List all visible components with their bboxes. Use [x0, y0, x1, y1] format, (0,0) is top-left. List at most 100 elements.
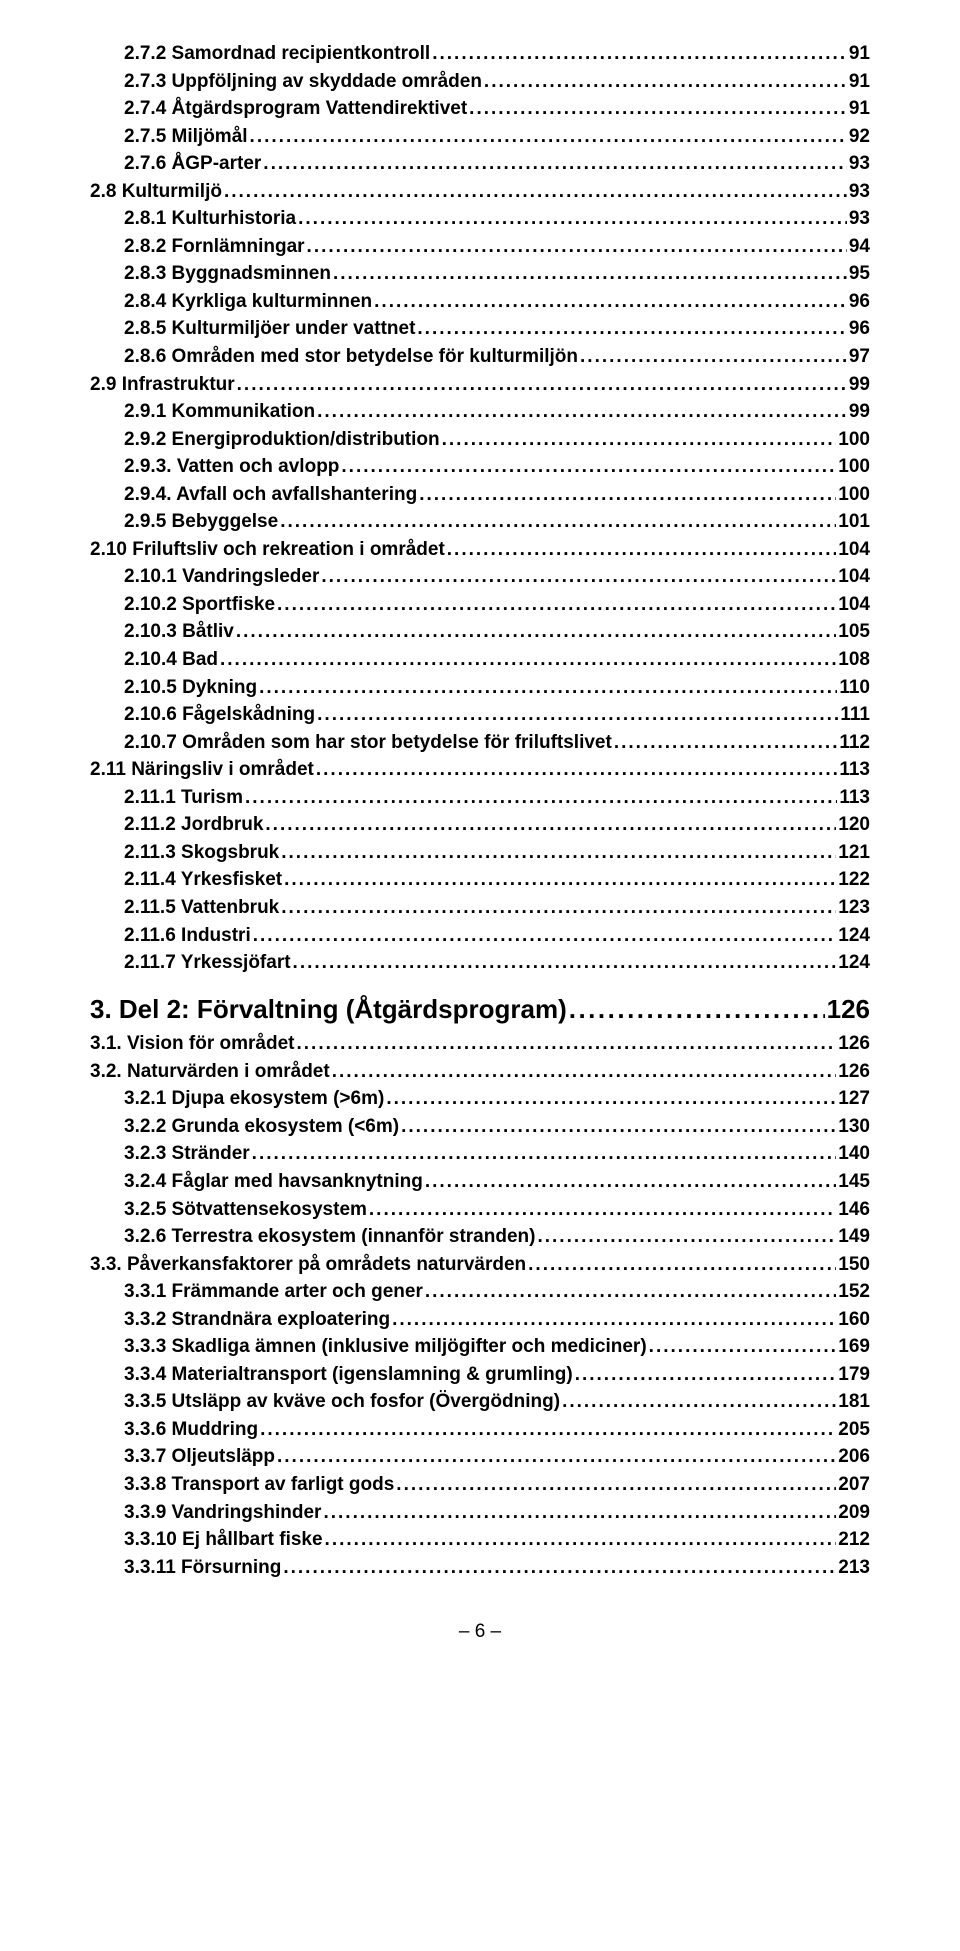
- toc-entry: 2.8.4 Kyrkliga kulturminnen 96: [90, 288, 870, 316]
- toc-entry-label: 3.3.3 Skadliga ämnen (inklusive miljögif…: [124, 1333, 647, 1361]
- toc-entry-label: 3.3.11 Försurning: [124, 1554, 281, 1582]
- toc-leader-dots: [321, 563, 836, 591]
- toc-entry-page: 104: [838, 591, 870, 619]
- toc-entry-label: 2.11.3 Skogsbruk: [124, 839, 279, 867]
- toc-leader-dots: [280, 508, 836, 536]
- toc-entry-page: 152: [838, 1278, 870, 1306]
- toc-leader-dots: [469, 95, 847, 123]
- toc-entry: 2.9 Infrastruktur99: [90, 371, 870, 399]
- toc-entry-label: 3.2. Naturvärden i området: [90, 1058, 330, 1086]
- toc-entry-page: 112: [839, 729, 870, 757]
- toc-entry-page: 101: [838, 508, 870, 536]
- toc-entry-page: 100: [838, 453, 870, 481]
- toc-leader-dots: [442, 426, 837, 454]
- toc-entry: 2.11.7 Yrkessjöfart124: [90, 949, 870, 977]
- toc-leader-dots: [562, 1388, 836, 1416]
- toc-entry-page: 105: [838, 618, 870, 646]
- toc-entry: 2.9.1 Kommunikation 99: [90, 398, 870, 426]
- toc-entry: 2.8.6 Områden med stor betydelse för kul…: [90, 343, 870, 371]
- toc-entry-label: 3.3.6 Muddring: [124, 1416, 258, 1444]
- toc-entry-label: 2.9.4. Avfall och avfallshantering: [124, 481, 417, 509]
- toc-leader-dots: [447, 536, 837, 564]
- toc-entry: 3.2.1 Djupa ekosystem (>6m)127: [90, 1085, 870, 1113]
- toc-leader-dots: [401, 1113, 836, 1141]
- toc-entry-page: 104: [838, 563, 870, 591]
- toc-leader-dots: [252, 1140, 837, 1168]
- toc-leader-dots: [237, 371, 847, 399]
- toc-entry-label: 3.3.8 Transport av farligt gods: [124, 1471, 394, 1499]
- toc-entry-page: 93: [849, 205, 870, 233]
- toc-leader-dots: [417, 315, 846, 343]
- toc-entry: 3.3.5 Utsläpp av kväve och fosfor (Överg…: [90, 1388, 870, 1416]
- toc-entry: 2.7.5 Miljömål 92: [90, 123, 870, 151]
- toc-entry: 2.8.2 Fornlämningar94: [90, 233, 870, 261]
- toc-entry-label: 2.11.5 Vattenbruk: [124, 894, 279, 922]
- toc-entry-label: 2.7.3 Uppföljning av skyddade områden: [124, 68, 482, 96]
- toc-entry-page: 121: [838, 839, 870, 867]
- toc-entry-page: 122: [838, 866, 870, 894]
- toc-entry-label: 2.8.6 Områden med stor betydelse för kul…: [124, 343, 578, 371]
- toc-entry: 2.11.4 Yrkesfisket122: [90, 866, 870, 894]
- toc-entry-label: 2.11.6 Industri: [124, 922, 251, 950]
- toc-entry-page: 127: [838, 1085, 870, 1113]
- toc-entry-page: 96: [849, 288, 870, 316]
- toc-entry: 3.3.7 Oljeutsläpp206: [90, 1443, 870, 1471]
- toc-entry-label: 2.11 Näringsliv i området: [90, 756, 314, 784]
- toc-entry: 2.10.1 Vandringsleder104: [90, 563, 870, 591]
- toc-entry-label: 3.3. Påverkansfaktorer på områdets natur…: [90, 1251, 526, 1279]
- toc-entry-page: 91: [849, 40, 870, 68]
- toc-entry-page: 179: [838, 1361, 870, 1389]
- toc-entry-label: 2.8.4 Kyrkliga kulturminnen: [124, 288, 372, 316]
- toc-entry: 2.11.1 Turism 113: [90, 784, 870, 812]
- toc-entry: 2.10.6 Fågelskådning111: [90, 701, 870, 729]
- toc-entry-label: 3.3.10 Ej hållbart fiske: [124, 1526, 323, 1554]
- toc-leader-dots: [281, 894, 836, 922]
- toc-leader-dots: [425, 1278, 836, 1306]
- toc-entry-page: 209: [838, 1499, 870, 1527]
- toc-leader-dots: [253, 922, 837, 950]
- toc-entry: 3.1. Vision för området126: [90, 1030, 870, 1058]
- toc-entry: 3.3.9 Vandringshinder209: [90, 1499, 870, 1527]
- toc-leader-dots: [263, 150, 847, 178]
- toc-entry-label: 2.9.1 Kommunikation: [124, 398, 315, 426]
- toc-leader-dots: [537, 1223, 836, 1251]
- toc-entry-page: 150: [838, 1251, 870, 1279]
- toc-entry: 2.11.3 Skogsbruk 121: [90, 839, 870, 867]
- toc-entry-label: 2.9.5 Bebyggelse: [124, 508, 278, 536]
- toc-entry: 2.7.6 ÅGP-arter93: [90, 150, 870, 178]
- toc-entry-page: 113: [839, 784, 870, 812]
- toc-leader-dots: [317, 398, 847, 426]
- toc-entry-page: 124: [838, 949, 870, 977]
- toc-entry-label: 2.10.6 Fågelskådning: [124, 701, 315, 729]
- toc-entry: 2.8.3 Byggnadsminnen95: [90, 260, 870, 288]
- toc-leader-dots: [649, 1333, 837, 1361]
- toc-entry-label: 2.9 Infrastruktur: [90, 371, 235, 399]
- toc-entry: 3.2.3 Stränder140: [90, 1140, 870, 1168]
- toc-entry-page: 94: [849, 233, 870, 261]
- toc-entry-label: 2.7.5 Miljömål: [124, 123, 248, 151]
- toc-entry: 3.3.10 Ej hållbart fiske 212: [90, 1526, 870, 1554]
- toc-entry-page: 212: [838, 1526, 870, 1554]
- toc-entry-label: 2.7.4 Åtgärdsprogram Vattendirektivet: [124, 95, 467, 123]
- toc-list: 2.7.2 Samordnad recipientkontroll912.7.3…: [90, 40, 870, 1581]
- toc-entry-label: 2.11.1 Turism: [124, 784, 243, 812]
- toc-entry-page: 130: [838, 1113, 870, 1141]
- toc-entry-label: 2.8.3 Byggnadsminnen: [124, 260, 331, 288]
- toc-entry: 2.11 Näringsliv i området113: [90, 756, 870, 784]
- toc-leader-dots: [369, 1196, 836, 1224]
- toc-leader-dots: [293, 949, 837, 977]
- toc-entry: 3.3.3 Skadliga ämnen (inklusive miljögif…: [90, 1333, 870, 1361]
- toc-entry-page: 99: [849, 398, 870, 426]
- toc-entry-page: 92: [849, 123, 870, 151]
- toc-entry-page: 91: [849, 68, 870, 96]
- toc-entry: 2.10.7 Områden som har stor betydelse fö…: [90, 729, 870, 757]
- toc-entry: 2.10.3 Båtliv105: [90, 618, 870, 646]
- toc-leader-dots: [323, 1499, 836, 1527]
- toc-leader-dots: [284, 866, 836, 894]
- toc-leader-dots: [281, 839, 836, 867]
- toc-entry-page: 207: [838, 1471, 870, 1499]
- toc-entry-page: 100: [838, 426, 870, 454]
- toc-entry-page: 149: [838, 1223, 870, 1251]
- toc-entry: 2.9.5 Bebyggelse 101: [90, 508, 870, 536]
- toc-entry-label: 3.1. Vision för området: [90, 1030, 294, 1058]
